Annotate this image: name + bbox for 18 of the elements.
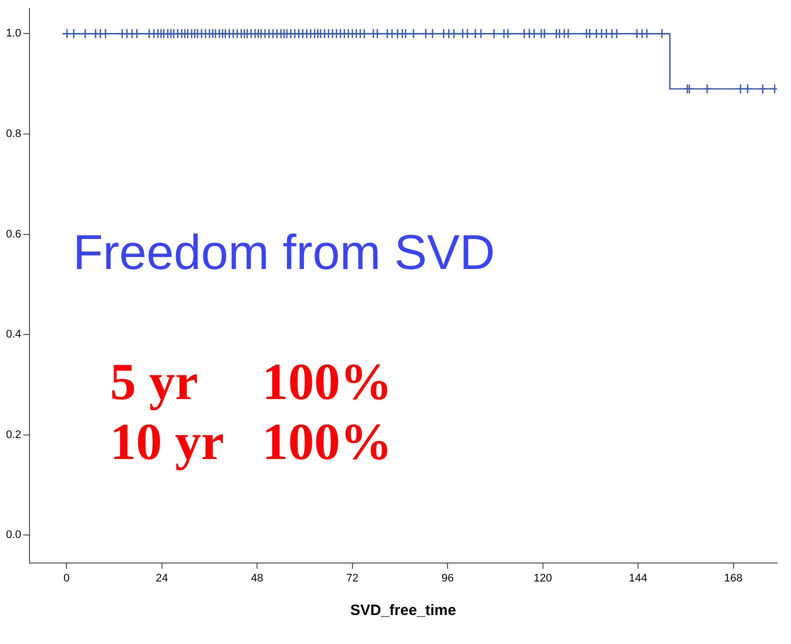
x-axis-title: SVD_free_time	[350, 602, 456, 620]
x-tick-label: 0	[64, 572, 70, 584]
annotation: 5 yr 100%	[110, 354, 392, 411]
x-tick-label: 144	[628, 572, 648, 584]
y-tick-label: 0.2	[6, 428, 22, 441]
y-tick-label: 0.0	[6, 529, 22, 542]
x-tick-label: 24	[156, 572, 168, 584]
x-tick-label: 120	[534, 572, 552, 584]
x-tick-label: 168	[724, 572, 743, 584]
y-tick-label: 1.0	[6, 28, 22, 40]
annotation: Freedom from SVD	[73, 226, 496, 280]
y-tick-label: 0.8	[6, 128, 22, 140]
x-tick-label: 96	[441, 572, 454, 584]
y-tick-label: 0.4	[6, 328, 22, 341]
x-tick-label: 72	[346, 572, 358, 584]
annotation: 10 yr 100%	[110, 414, 392, 471]
y-tick-label: 0.6	[6, 228, 22, 240]
x-tick-label: 48	[250, 572, 264, 584]
